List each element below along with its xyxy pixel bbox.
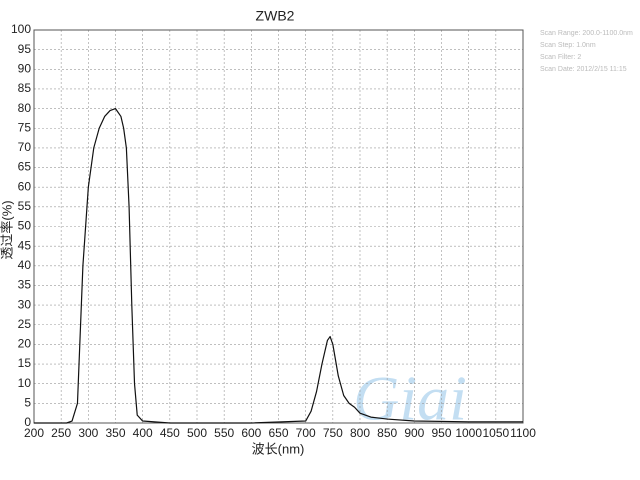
y-tick-label: 30: [18, 297, 32, 311]
x-tick-label: 800: [350, 426, 370, 440]
x-tick-label: 1000: [455, 426, 482, 440]
annotation: Scan Step: 1.0nm: [540, 42, 596, 49]
annotation: Scan Filter: 2: [540, 54, 581, 61]
x-tick-label: 1100: [510, 426, 536, 440]
data-line: [34, 108, 523, 424]
y-tick-label: 75: [18, 120, 32, 134]
x-axis-label: 波长(nm): [252, 441, 305, 456]
annotation: Scan Date: 2012/2/15 11:15: [540, 66, 627, 73]
y-tick-label: 35: [18, 278, 32, 292]
y-tick-label: 70: [18, 140, 32, 154]
x-tick-label: 850: [377, 426, 397, 440]
y-tick-label: 10: [18, 376, 32, 390]
x-tick-label: 500: [187, 426, 207, 440]
y-tick-label: 40: [18, 258, 32, 272]
y-tick-label: 60: [18, 179, 32, 193]
y-axis-label: 透过率(%): [0, 200, 14, 259]
y-tick-label: 45: [18, 238, 32, 252]
y-tick-label: 20: [18, 337, 32, 351]
x-tick-label: 250: [51, 426, 71, 440]
x-tick-label: 200: [24, 426, 44, 440]
y-tick-label: 85: [18, 81, 32, 95]
x-tick-label: 600: [241, 426, 261, 440]
plot-frame: [33, 29, 524, 424]
x-tick-label: 1050: [482, 426, 509, 440]
y-tick-label: 5: [24, 396, 31, 410]
x-tick-label: 400: [133, 426, 153, 440]
x-tick-label: 550: [214, 426, 234, 440]
x-tick-label: 300: [78, 426, 98, 440]
y-tick-label: 80: [18, 101, 32, 115]
y-tick-label: 90: [18, 61, 32, 75]
y-tick-label: 25: [18, 317, 32, 331]
y-tick-label: 95: [18, 42, 32, 56]
annotation: Scan Range: 200.0-1100.0nm: [540, 30, 633, 37]
x-tick-label: 700: [296, 426, 316, 440]
y-tick-label: 15: [18, 356, 32, 370]
y-tick-label: 100: [11, 22, 31, 36]
y-tick-label: 55: [18, 199, 32, 213]
chart-title: ZWB2: [256, 8, 295, 24]
x-tick-label: 350: [105, 426, 125, 440]
x-tick-label: 950: [431, 426, 451, 440]
x-tick-label: 450: [160, 426, 180, 440]
y-tick-label: 65: [18, 160, 32, 174]
x-tick-label: 650: [268, 426, 288, 440]
x-tick-label: 900: [404, 426, 424, 440]
x-tick-label: 750: [323, 426, 343, 440]
y-tick-label: 50: [18, 219, 32, 233]
y-tick-label: 0: [24, 415, 31, 429]
